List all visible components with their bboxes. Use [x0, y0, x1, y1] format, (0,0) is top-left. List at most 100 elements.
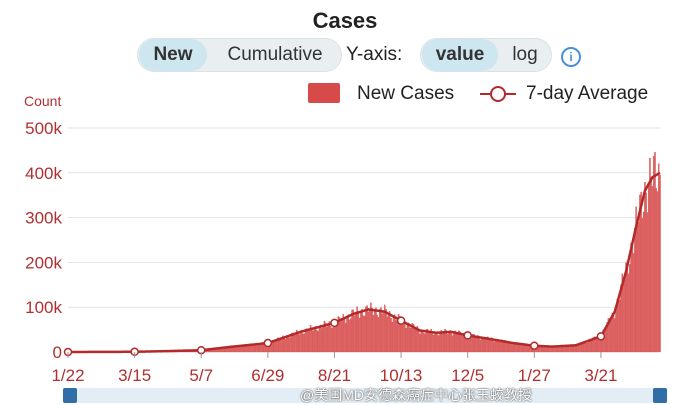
new-cases-bar [312, 331, 313, 352]
new-cases-bar [591, 340, 592, 352]
new-cases-bar [284, 338, 285, 352]
new-cases-bar [424, 334, 425, 352]
new-cases-bar [649, 158, 650, 352]
new-cases-bar [243, 346, 244, 352]
new-cases-bar [311, 328, 312, 352]
new-cases-bar [597, 339, 598, 352]
new-cases-bar [633, 253, 634, 352]
new-cases-bar [389, 311, 390, 352]
new-cases-bar [525, 345, 526, 352]
new-cases-bar [304, 334, 305, 352]
new-cases-bar [604, 330, 605, 352]
new-cases-bar [385, 309, 386, 352]
new-cases-bar [595, 339, 596, 352]
new-cases-bar [634, 228, 635, 352]
new-cases-bar [521, 345, 522, 352]
new-cases-bar [453, 332, 454, 352]
new-cases-bar [540, 347, 541, 352]
new-cases-bar [374, 311, 375, 352]
new-cases-bar [280, 340, 281, 352]
new-cases-bar [272, 341, 273, 352]
average-marker [531, 342, 538, 349]
new-cases-bar [586, 343, 587, 352]
new-cases-bar [439, 332, 440, 352]
new-cases-bar [426, 329, 427, 352]
new-cases-bar [414, 329, 415, 352]
new-cases-bar [326, 327, 327, 352]
new-cases-bar [314, 328, 315, 352]
x-tick-label: 1/27 [518, 366, 551, 385]
x-tick-label: 8/21 [318, 366, 351, 385]
new-cases-bar [648, 186, 649, 352]
new-cases-bar [364, 316, 365, 352]
new-cases-bar [442, 333, 443, 352]
new-cases-bar [380, 308, 381, 352]
new-cases-bar [262, 344, 263, 352]
y-tick-label: 400k [25, 164, 62, 183]
new-cases-bar [355, 312, 356, 352]
new-cases-bar [228, 348, 229, 352]
new-cases-bar [331, 328, 332, 352]
new-cases-bar [316, 330, 317, 352]
new-cases-bar [377, 315, 378, 352]
new-cases-bar [379, 309, 380, 352]
new-cases-bar [299, 335, 300, 352]
new-cases-bar [336, 323, 337, 352]
new-cases-bar [397, 320, 398, 352]
new-cases-bar [466, 338, 467, 352]
new-cases-bar [346, 317, 347, 352]
new-cases-bar [418, 330, 419, 352]
new-cases-bar [581, 344, 582, 352]
new-cases-bar [653, 156, 654, 352]
new-cases-bar [394, 315, 395, 352]
new-cases-bar [638, 222, 639, 352]
new-cases-bar [643, 212, 644, 352]
new-cases-bar [647, 212, 648, 352]
x-tick-label: 1/22 [51, 366, 84, 385]
new-cases-bar [419, 334, 420, 352]
new-cases-bar [452, 336, 453, 352]
new-cases-bar [335, 325, 336, 352]
new-cases-bar [516, 344, 517, 352]
new-cases-bar [651, 177, 652, 352]
new-cases-bar [623, 281, 624, 352]
new-cases-bar [627, 261, 628, 352]
new-cases-bar [353, 310, 354, 352]
new-cases-bar [641, 192, 642, 352]
new-cases-bar [348, 315, 349, 352]
new-cases-bar [512, 345, 513, 352]
new-cases-bar [475, 337, 476, 352]
new-cases-bar [493, 342, 494, 352]
new-cases-bar [285, 339, 286, 352]
new-cases-bar [559, 347, 560, 352]
new-cases-bar [405, 328, 406, 352]
new-cases-bar [421, 331, 422, 352]
new-cases-bar [498, 342, 499, 352]
scrollbar-left-handle[interactable] [63, 388, 77, 403]
new-cases-bar [323, 326, 324, 352]
new-cases-bar [438, 335, 439, 352]
new-cases-bar [483, 339, 484, 352]
new-cases-bar [456, 334, 457, 352]
y-tick-label: 300k [25, 209, 62, 228]
new-cases-bar [654, 152, 655, 352]
new-cases-bar [476, 337, 477, 352]
new-cases-bar [434, 333, 435, 352]
new-cases-bar [605, 329, 606, 352]
new-cases-bar [429, 332, 430, 352]
new-cases-bars [69, 152, 661, 352]
new-cases-bar [330, 326, 331, 352]
new-cases-bar [261, 345, 262, 352]
new-cases-bar [321, 328, 322, 352]
new-cases-bar [492, 339, 493, 352]
new-cases-bar [388, 314, 389, 352]
new-cases-bar [387, 317, 388, 352]
new-cases-bar [383, 312, 384, 352]
scrollbar-right-handle[interactable] [653, 388, 667, 403]
new-cases-bar [392, 322, 393, 352]
y-tick-label: 500k [25, 119, 62, 138]
new-cases-bar [247, 346, 248, 352]
new-cases-bar [490, 339, 491, 352]
new-cases-bar [504, 342, 505, 352]
y-tick-label: 100k [25, 298, 62, 317]
